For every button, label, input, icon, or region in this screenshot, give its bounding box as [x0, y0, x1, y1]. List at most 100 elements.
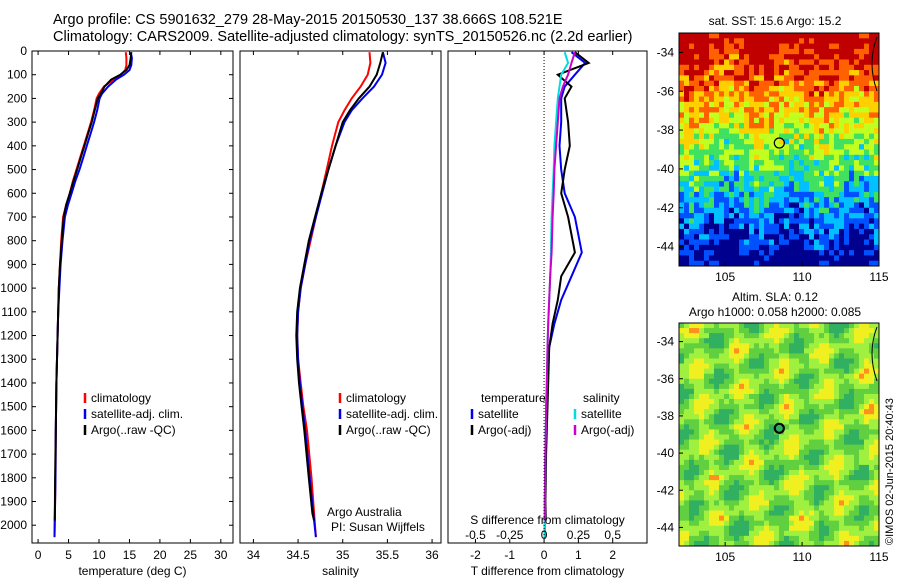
map-cell — [819, 515, 825, 522]
map-cell — [744, 475, 750, 481]
map-cell — [694, 154, 700, 161]
map-cell — [764, 429, 770, 435]
map-cell — [874, 333, 880, 339]
map-cell — [699, 170, 705, 177]
map-cell — [829, 154, 835, 161]
map-cell — [744, 175, 750, 182]
map-cell — [729, 181, 735, 187]
map-cell — [839, 424, 845, 430]
map-cell — [699, 96, 705, 103]
map-cell — [759, 149, 765, 156]
map-cell — [864, 368, 870, 375]
map-cell — [789, 175, 795, 182]
map-cell — [724, 149, 730, 156]
map-cell — [699, 480, 705, 486]
map-cell — [739, 429, 745, 435]
map-cell — [724, 197, 730, 203]
map-cell — [834, 535, 840, 542]
map-cell — [764, 43, 770, 50]
map-cell — [869, 373, 875, 380]
series-line — [544, 51, 576, 521]
map-cell — [759, 520, 765, 527]
map-cell — [689, 255, 695, 262]
map-cell — [839, 333, 845, 339]
footer-credit: ©IMOS 02-Jun-2015 20:40:43 — [884, 398, 896, 545]
map-cell — [789, 515, 795, 522]
map-cell — [779, 80, 785, 87]
map-cell — [714, 419, 720, 425]
s-tick-label: 0 — [541, 528, 548, 542]
map-cell — [679, 434, 685, 440]
map-cell — [714, 525, 720, 532]
map-cell — [709, 480, 715, 486]
map-cell — [819, 343, 825, 349]
map-cell — [854, 181, 860, 187]
map-cell — [814, 144, 820, 150]
map-cell — [809, 149, 815, 156]
x-tick-label: -2 — [470, 548, 481, 562]
map-cell — [714, 48, 720, 55]
map-cell — [829, 454, 835, 461]
x-tick-label: 15 — [123, 548, 137, 562]
map-cell — [854, 424, 860, 430]
map-cell — [814, 228, 820, 235]
map-cell — [739, 197, 745, 203]
map-cell — [709, 510, 715, 516]
map-cell — [689, 260, 695, 267]
map-cell — [679, 490, 685, 496]
map-cell — [739, 218, 745, 225]
map-cell — [874, 207, 880, 214]
map-cell — [749, 348, 755, 354]
map-cell — [694, 388, 700, 395]
map-cell — [684, 378, 690, 385]
map-cell — [859, 138, 865, 145]
map-cell — [744, 101, 750, 108]
map-cell — [699, 154, 705, 161]
map-cell — [829, 338, 835, 344]
map-cell — [764, 414, 770, 420]
map-cell — [859, 33, 865, 39]
map-cell — [824, 202, 830, 209]
map-cell — [724, 239, 730, 246]
y-tick-label: 200 — [7, 91, 27, 105]
map-cell — [709, 43, 715, 50]
map-cell — [759, 75, 765, 82]
map-cell — [804, 495, 810, 501]
map-cell — [814, 54, 820, 60]
map-cell — [809, 485, 815, 491]
map-cell — [809, 358, 815, 364]
map-cell — [744, 404, 750, 410]
map-cell — [734, 388, 740, 395]
map-cell — [869, 454, 875, 461]
map-cell — [854, 480, 860, 486]
map-cell — [699, 59, 705, 66]
map-cell — [729, 107, 735, 113]
map-cell — [734, 358, 740, 364]
map-cell — [794, 128, 800, 135]
map-cell — [849, 107, 855, 113]
map-cell — [724, 495, 730, 501]
map-cell — [784, 38, 790, 44]
map-cell — [754, 239, 760, 246]
map-cell — [859, 59, 865, 66]
map-cell — [854, 368, 860, 375]
map-cell — [759, 202, 765, 209]
map-cell — [724, 107, 730, 113]
map-cell — [764, 348, 770, 354]
map-cell — [734, 353, 740, 359]
map-cell — [829, 234, 835, 240]
map-cell — [689, 424, 695, 430]
map-cell — [759, 439, 765, 446]
map-cell — [874, 353, 880, 359]
map-cell — [829, 128, 835, 135]
map-cell — [804, 117, 810, 124]
map-cell — [874, 38, 880, 44]
map-cell — [834, 505, 840, 511]
map-cell — [719, 112, 725, 119]
map-y-tick-label: -38 — [657, 123, 675, 137]
map-x-tick-label: 115 — [869, 550, 888, 564]
map-cell — [869, 133, 875, 140]
map-cell — [759, 33, 765, 39]
map-cell — [729, 510, 735, 516]
map-cell — [739, 363, 745, 370]
